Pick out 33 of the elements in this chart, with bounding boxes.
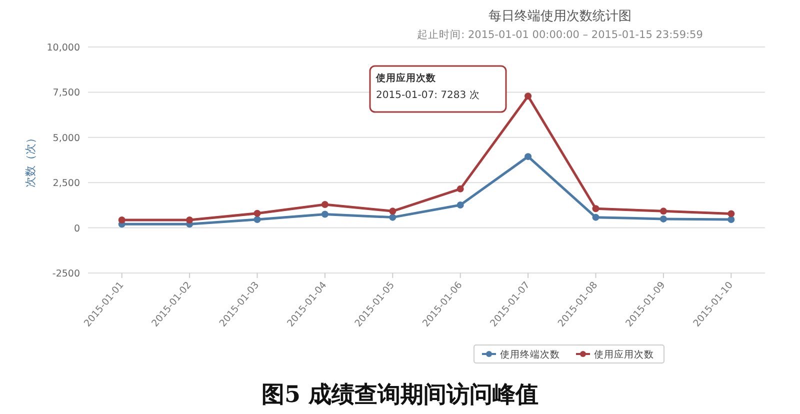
annotation: 使用应用次数	[375, 72, 437, 84]
point	[456, 202, 464, 209]
point	[254, 216, 261, 223]
y-tick-label: -2500	[52, 268, 80, 280]
point	[592, 205, 600, 212]
legend-label: 使用终端次数	[500, 348, 560, 360]
y-axis-title: 次数（次）	[24, 132, 37, 188]
legend-label: 使用应用次数	[594, 348, 654, 360]
y-tick-label: 5,000	[52, 132, 80, 144]
annotation: 2015-01-07: 7283 次	[376, 90, 480, 101]
point	[592, 214, 600, 221]
point	[456, 185, 464, 192]
point	[660, 215, 667, 222]
point	[728, 216, 735, 223]
y-tick-label: 7,500	[52, 88, 80, 99]
y-tick-label: 2,500	[52, 178, 80, 190]
point	[524, 92, 532, 100]
point	[728, 210, 735, 218]
chart-title: 每日终端使用次数统计图	[488, 9, 632, 24]
chart-subtitle: 起止时间: 2015-01-01 00:00:00 – 2015-01-15 23:59:59	[417, 28, 703, 41]
tooltip: 使用应用次数 2015-01-07: 7283 次	[369, 65, 507, 113]
point	[118, 216, 126, 224]
point	[186, 216, 194, 224]
point	[524, 153, 532, 160]
y-tick-label: 10,000	[46, 42, 80, 54]
point	[389, 214, 396, 221]
y-tick-label: 0	[74, 223, 80, 234]
caption: 图5 成绩查询期间访问峰值	[261, 381, 539, 408]
point	[321, 200, 328, 208]
point	[660, 208, 667, 215]
point	[254, 210, 261, 217]
point	[321, 210, 328, 218]
point	[389, 208, 396, 215]
